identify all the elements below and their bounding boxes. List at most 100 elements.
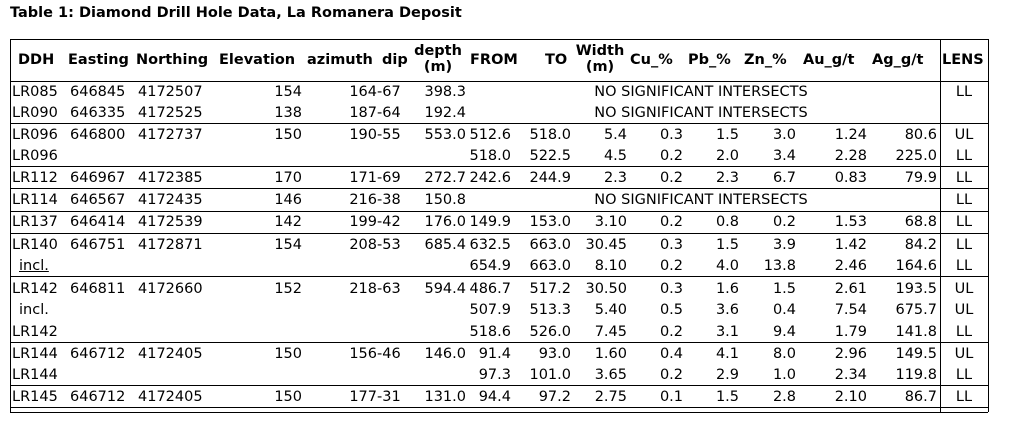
cell-au: 1.42: [834, 237, 867, 253]
header-au: Au_g/t: [803, 52, 855, 68]
cell-from: 94.4: [478, 389, 511, 405]
cell-pb: 3.1: [715, 324, 739, 340]
row-divider: [10, 188, 988, 189]
cell-azimuth: 164: [349, 84, 377, 100]
cell-ddh: LR137: [12, 214, 58, 230]
cell-depth: 685.4: [424, 237, 466, 253]
cell-dip: -31: [377, 389, 401, 405]
cell-width: 1.60: [594, 346, 627, 362]
cell-au: 2.61: [834, 281, 867, 297]
cell-ag: 86.7: [904, 389, 937, 405]
cell-zn: 0.4: [772, 302, 796, 318]
cell-to: 97.2: [538, 389, 571, 405]
cell-au: 2.34: [834, 367, 867, 383]
cell-pb: 1.5: [715, 389, 739, 405]
cell-au: 2.46: [834, 258, 867, 274]
cell-lens: UL: [954, 302, 974, 318]
cell-northing: 4172737: [138, 127, 203, 143]
cell-azimuth: 199: [349, 214, 377, 230]
cell-ag: 675.7: [895, 302, 937, 318]
cell-lens: LL: [955, 84, 973, 100]
header-ag: Ag_g/t: [872, 52, 924, 68]
cell-lens: LL: [955, 214, 973, 230]
cell-ddh: LR114: [12, 192, 58, 208]
cell-northing: 4172405: [138, 346, 203, 362]
cell-northing: 4172525: [138, 105, 203, 121]
cell-au: 2.96: [834, 346, 867, 362]
cell-ag: 164.6: [895, 258, 937, 274]
cell-pb: 4.1: [715, 346, 739, 362]
cell-to: 522.5: [529, 148, 571, 164]
table-title: Table 1: Diamond Drill Hole Data, La Rom…: [10, 5, 462, 21]
cell-northing: 4172435: [138, 192, 203, 208]
cell-ddh: LR096: [12, 127, 58, 143]
cell-ag: 84.2: [904, 237, 937, 253]
cell-lens: LL: [955, 192, 973, 208]
row-divider: [10, 276, 988, 277]
cell-zn: 8.0: [772, 346, 796, 362]
cell-ddh: LR145: [12, 389, 58, 405]
cell-cu: 0.3: [659, 281, 683, 297]
cell-pb: 1.5: [715, 237, 739, 253]
cell-easting: 646751: [70, 237, 126, 253]
cell-easting: 646967: [70, 170, 126, 186]
cell-zn: 1.5: [772, 281, 796, 297]
header-width: Width (m): [575, 43, 625, 75]
no-intersects-note: NO SIGNIFICANT INTERSECTS: [594, 105, 808, 121]
cell-lens: UL: [954, 281, 974, 297]
cell-to: 244.9: [529, 170, 571, 186]
cell-to: 513.3: [529, 302, 571, 318]
header-easting: Easting: [68, 52, 129, 68]
cell-elevation: 152: [274, 281, 302, 297]
cell-to: 663.0: [529, 237, 571, 253]
cell-easting: 646414: [70, 214, 126, 230]
cell-zn: 6.7: [772, 170, 796, 186]
cell-width: 3.65: [594, 367, 627, 383]
cell-pb: 0.8: [715, 214, 739, 230]
cell-zn: 2.8: [772, 389, 796, 405]
cell-azimuth: 208: [349, 237, 377, 253]
cell-depth: 192.4: [424, 105, 466, 121]
cell-easting: 646335: [70, 105, 126, 121]
cell-azimuth: 177: [349, 389, 377, 405]
header-zn: Zn_%: [744, 52, 787, 68]
cell-elevation: 138: [274, 105, 302, 121]
cell-cu: 0.2: [659, 324, 683, 340]
cell-azimuth: 218: [349, 281, 377, 297]
cell-cu: 0.3: [659, 127, 683, 143]
cell-pb: 3.6: [715, 302, 739, 318]
cell-width: 8.10: [594, 258, 627, 274]
cell-from: 97.3: [478, 367, 511, 383]
cell-easting: 646800: [70, 127, 126, 143]
cell-ddh: incl.: [19, 302, 49, 318]
cell-northing: 4172507: [138, 84, 203, 100]
cell-au: 1.79: [834, 324, 867, 340]
cell-cu: 0.2: [659, 258, 683, 274]
cell-width: 7.45: [594, 324, 627, 340]
cell-depth: 398.3: [424, 84, 466, 100]
cell-easting: 646811: [70, 281, 126, 297]
cell-au: 2.10: [834, 389, 867, 405]
cell-cu: 0.4: [659, 346, 683, 362]
cell-easting: 646567: [70, 192, 126, 208]
cell-lens: LL: [955, 258, 973, 274]
cell-northing: 4172385: [138, 170, 203, 186]
cell-ddh: LR144: [12, 346, 58, 362]
row-divider: [10, 211, 988, 212]
cell-lens: LL: [955, 148, 973, 164]
cell-lens: LL: [955, 324, 973, 340]
cell-dip: -55: [377, 127, 401, 143]
cell-pb: 2.3: [715, 170, 739, 186]
cell-from: 242.6: [469, 170, 511, 186]
cell-from: 486.7: [469, 281, 511, 297]
cell-pb: 4.0: [715, 258, 739, 274]
cell-au: 7.54: [834, 302, 867, 318]
header-cu: Cu_%: [630, 52, 673, 68]
cell-northing: 4172660: [138, 281, 203, 297]
cell-to: 93.0: [538, 346, 571, 362]
cell-to: 153.0: [529, 214, 571, 230]
cell-ag: 149.5: [895, 346, 937, 362]
header-northing: Northing: [136, 52, 209, 68]
cell-depth: 176.0: [424, 214, 466, 230]
cell-width: 4.5: [603, 148, 627, 164]
